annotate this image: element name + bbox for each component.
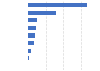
Bar [28,49,31,53]
Bar [28,56,29,60]
Bar [28,18,37,22]
Bar [28,3,87,7]
Bar [28,41,34,45]
Bar [28,33,35,38]
Bar [28,11,56,15]
Bar [28,26,36,30]
